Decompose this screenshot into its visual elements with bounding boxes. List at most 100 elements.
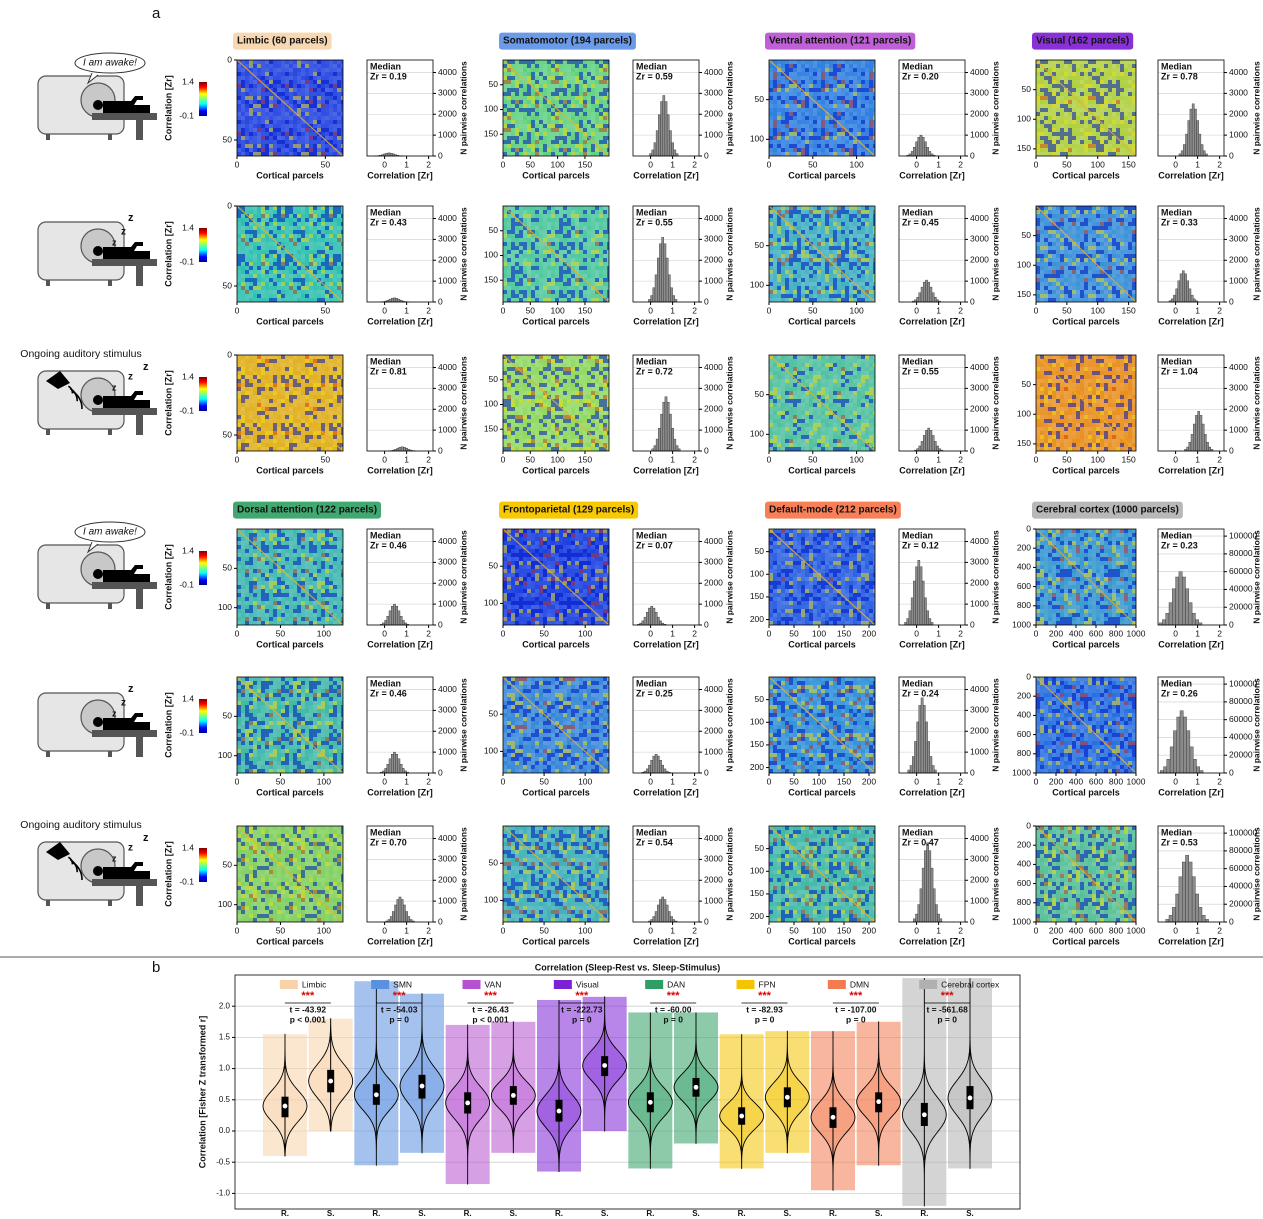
x-tick-label: 1 [1195, 776, 1200, 786]
median-title: Median [370, 678, 401, 688]
histogram-bar [393, 752, 395, 773]
x-tick-label: 0 [1173, 305, 1178, 315]
x-tick-label: 50 [276, 776, 286, 786]
histogram-bar [662, 765, 664, 773]
schematic: Ongoing auditory stimuluszzz [20, 348, 157, 435]
y-tick-label: 600 [1017, 581, 1031, 591]
x-tick-label: 50 [276, 925, 286, 935]
histogram-bar [1169, 915, 1172, 922]
network-title: Visual (162 parcels) [1036, 36, 1129, 47]
y-tick-label: 4000 [438, 362, 457, 372]
median-title: Median [1161, 207, 1192, 217]
histogram-bar [1189, 862, 1192, 922]
y-tick-label: 200 [750, 762, 764, 772]
x-axis-label: Cortical parcels [788, 639, 856, 649]
y-tick-label: 200 [1017, 839, 1031, 849]
scanner-foot [46, 900, 50, 906]
histogram-bar [911, 598, 913, 625]
x-tick-label: 2 [1217, 305, 1222, 315]
x-axis-label: Cortical parcels [256, 465, 324, 475]
colorbar [199, 377, 207, 411]
sleep-z: z [112, 382, 117, 392]
histogram-bar [672, 143, 674, 156]
y-tick-label: 3000 [970, 705, 989, 715]
median-label: Zr = 0.45 [902, 217, 939, 227]
table [92, 582, 157, 589]
y-tick-label: 4000 [704, 833, 723, 843]
y-tick-label: 600 [1017, 878, 1031, 888]
sleep-z: z [128, 372, 133, 383]
y-tick-label: 1000 [704, 895, 723, 905]
chart-title: Correlation (Sleep-Rest vs. Sleep-Stimul… [535, 962, 721, 972]
y-tick-label: 1000 [704, 424, 723, 434]
histogram-bar [928, 282, 930, 302]
y-tick-label: 4000 [1229, 67, 1248, 77]
y-tick-label: 50 [755, 240, 765, 250]
histogram-bar [1195, 620, 1198, 625]
colorbar-tick-label: 1.4 [182, 545, 194, 555]
median-title: Median [902, 827, 933, 837]
x-tick-label: 0 [1034, 628, 1039, 638]
median-title: Median [636, 61, 667, 71]
colorbar-tick-label: -0.1 [179, 405, 194, 415]
schematic: zzz [38, 212, 157, 286]
histogram-bar [644, 617, 646, 625]
histogram-bar [1176, 894, 1179, 922]
histogram-bar [385, 620, 387, 625]
x-tick-label: 0 [767, 776, 772, 786]
histogram-bar [918, 137, 920, 156]
histogram-bar [1197, 767, 1200, 773]
y-tick-label: 0.0 [219, 1126, 231, 1135]
y-tick-label: 200 [750, 614, 764, 624]
scanner-foot [108, 603, 112, 609]
scanner-foot [108, 751, 112, 757]
y-tick-label: 150 [484, 128, 498, 138]
y-tick-label: 150 [750, 888, 764, 898]
y-tick-label: 3000 [704, 854, 723, 864]
histogram-bar [916, 142, 918, 156]
y-tick-label: 50 [489, 374, 499, 384]
x-tick-label: 2 [1217, 159, 1222, 169]
histogram-bar [655, 612, 657, 625]
histogram-bar [922, 137, 924, 156]
y-axis-label: N pairwise correlations [724, 827, 734, 921]
median-label: Zr = 0.53 [1161, 837, 1198, 847]
histogram-bar [397, 899, 399, 922]
y-tick-label: 200 [1017, 690, 1031, 700]
network-title: Frontoparietal (129 parcels) [503, 505, 634, 516]
y-tick-label: 60000 [1229, 714, 1253, 724]
y-tick-label: 4000 [704, 362, 723, 372]
x-tick-label: 0 [501, 925, 506, 935]
y-tick-label: 0 [438, 767, 443, 777]
x-tick-label: 0 [501, 159, 506, 169]
median-label: Zr = 0.07 [636, 540, 673, 550]
histogram-bar [922, 868, 924, 922]
y-tick-label: 1000 [438, 895, 457, 905]
histogram-bar [668, 275, 670, 302]
median-title: Median [636, 356, 667, 366]
y-tick-label: 1000 [1012, 916, 1031, 926]
y-tick-label: 60000 [1229, 566, 1253, 576]
y-tick-label: 50 [223, 280, 233, 290]
colorbar-tick-label: 1.4 [182, 842, 194, 852]
x-tick-label: 1 [936, 628, 941, 638]
histogram-bar [929, 151, 931, 156]
histogram-bar [674, 150, 676, 156]
y-tick-label: 50 [1022, 379, 1032, 389]
y-tick-label: 100 [484, 746, 498, 756]
histogram-bar [932, 765, 934, 773]
histogram-bar [917, 297, 919, 302]
histogram-bar [656, 439, 658, 451]
schematic: zzz [38, 683, 157, 757]
histogram-bar [1190, 747, 1193, 773]
x-axis-label: Correlation [Zr] [1158, 936, 1224, 946]
histogram-bar [658, 428, 660, 451]
network-title: Dorsal attention (122 parcels) [237, 505, 377, 516]
histogram-bar [928, 741, 930, 773]
x-tick-label: 1 [670, 159, 675, 169]
y-tick-label: 100 [484, 598, 498, 608]
y-axis-label: N pairwise correlations [1251, 207, 1261, 301]
y-tick-label: 2.0 [219, 1001, 231, 1010]
y-tick-label: 150 [750, 591, 764, 601]
y-tick-label: 100 [750, 569, 764, 579]
